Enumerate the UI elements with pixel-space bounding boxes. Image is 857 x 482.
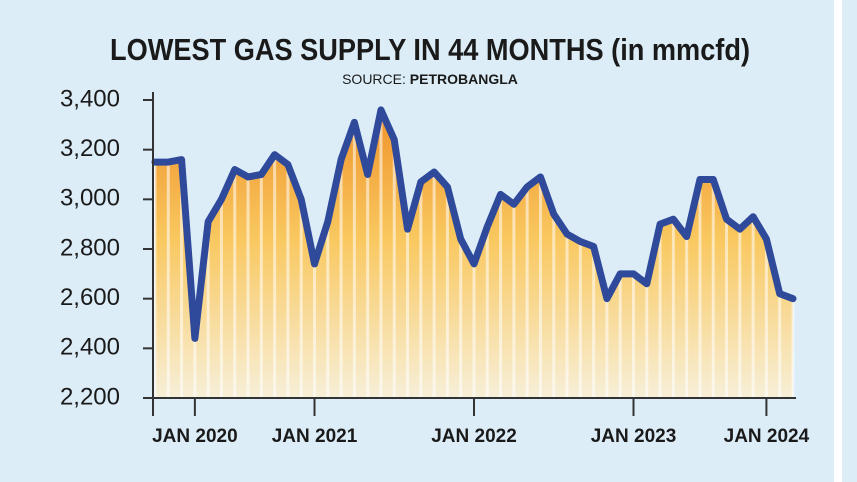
x-tick-label: JAN 2020 [152, 426, 238, 447]
line [151, 106, 797, 342]
y-tick-label: 3,200 [60, 135, 120, 162]
edge-strip [834, 0, 842, 482]
y-tick-label: 2,800 [60, 234, 120, 261]
x-tick-label: JAN 2023 [591, 426, 677, 447]
y-tick-label: 2,400 [60, 334, 120, 361]
source-name: PETROBANGLA [410, 71, 518, 87]
x-tick-label: JAN 2022 [431, 426, 517, 447]
chart-title: LOWEST GAS SUPPLY IN 44 MONTHS (in mmcfd… [110, 32, 750, 67]
x-tick-label: JAN 2021 [272, 426, 358, 447]
x-tick-label: JAN 2024 [724, 426, 810, 447]
y-tick-label: 3,400 [60, 85, 120, 112]
source-label: SOURCE: [342, 71, 406, 87]
plot: 2,200 2,400 2,600 2,800 3,000 3,200 3,400 JAN 2… [60, 85, 810, 447]
y-tick-label: 2,600 [60, 284, 120, 311]
source: SOURCE: PETROBANGLA [342, 71, 518, 87]
y-tick-label: 2,200 [60, 383, 120, 410]
edge-background [842, 0, 857, 482]
y-tick-label: 3,000 [60, 185, 120, 212]
